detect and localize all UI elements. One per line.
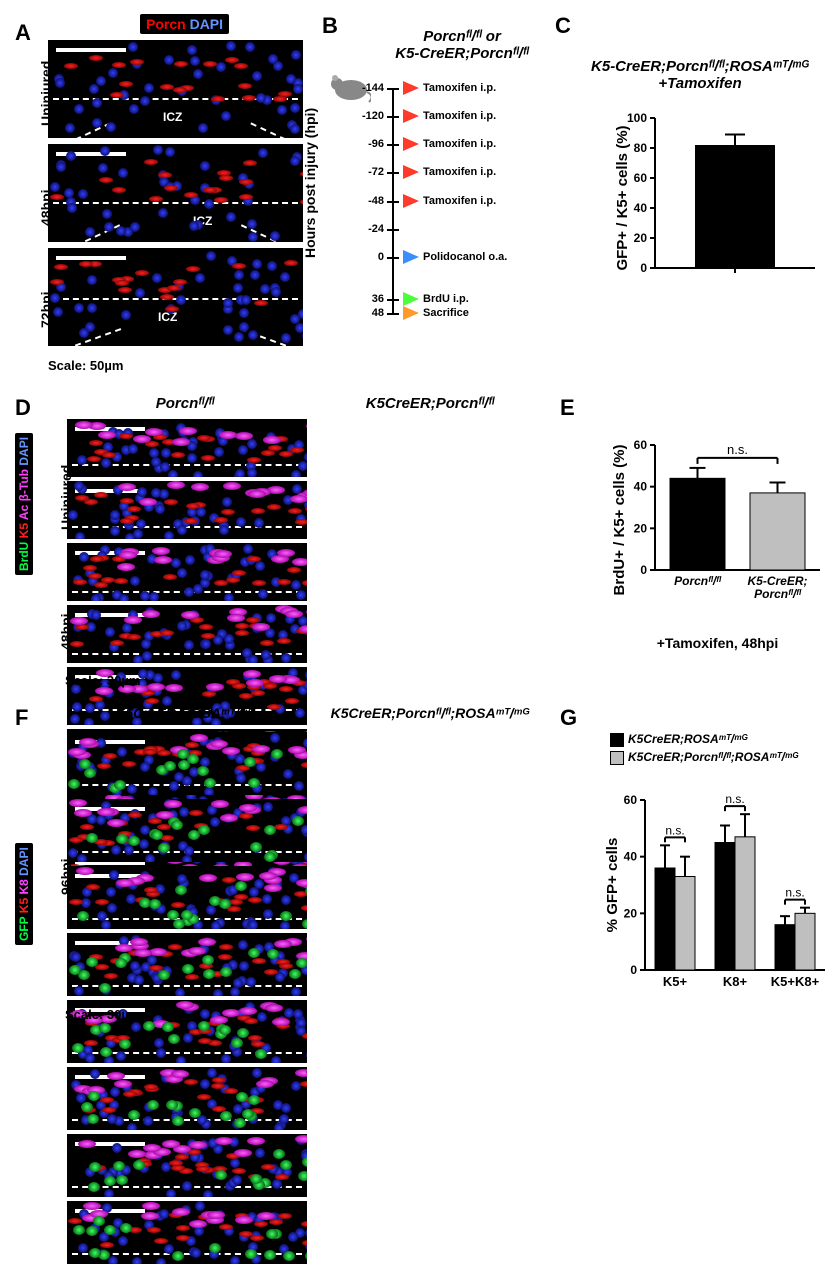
- micrograph-a3: ICZ: [48, 248, 303, 346]
- f-img-7: [67, 1134, 307, 1197]
- panel-b-axis-label: Hours post injury (hpi): [302, 108, 318, 258]
- svg-text:K8+: K8+: [723, 974, 748, 989]
- panel-f: F K5CreER;ROSAᵐᵀ/ᵐᴳ K5CreER;Porcnᶠˡ/ᶠˡ;R…: [10, 705, 545, 1035]
- gfp-label: GFP: [17, 917, 31, 941]
- timeline: -144Tamoxifen i.p.-120Tamoxifen i.p.-96T…: [377, 78, 527, 318]
- f-img-4: [67, 933, 307, 996]
- svg-text:GFP+ / K5+ cells (%): GFP+ / K5+ cells (%): [615, 125, 631, 270]
- d-col2: K5CreER;Porcnᶠˡ/ᶠˡ: [310, 395, 550, 412]
- svg-text:n.s.: n.s.: [665, 823, 684, 837]
- actub-label: Ac β-Tub: [17, 469, 31, 520]
- svg-text:0: 0: [630, 963, 637, 977]
- f-marker-badge: GFP K5 K8 DAPI: [15, 843, 33, 945]
- svg-text:n.s.: n.s.: [785, 886, 804, 900]
- scalebar: [56, 256, 126, 260]
- svg-text:20: 20: [624, 906, 638, 920]
- panel-b-label: B: [322, 13, 338, 39]
- svg-text:Porcnᶠˡ/ᶠˡ: Porcnᶠˡ/ᶠˡ: [754, 587, 802, 601]
- f-img-3: [67, 866, 307, 929]
- panel-g-label: G: [560, 705, 577, 731]
- panel-b-title-2: K5-CreER;Porcnᶠˡ/ᶠˡ: [395, 45, 528, 62]
- panel-c-chart: 0 20 40 60 80 100GFP+ / K5+ cells (%): [615, 108, 825, 288]
- panel-e-sub: +Tamoxifen, 48hpi: [610, 635, 825, 651]
- svg-text:60: 60: [634, 171, 648, 185]
- svg-text:0: 0: [640, 261, 647, 275]
- panel-b: B Porcnᶠˡ/ᶠˡ or K5-CreER;Porcnᶠˡ/ᶠˡ Hour…: [322, 8, 537, 318]
- panel-d-label: D: [15, 395, 31, 421]
- panel-e: E 0204060Porcnᶠˡ/ᶠˡK5-CreER;Porcnᶠˡ/ᶠˡn.…: [560, 395, 835, 685]
- svg-text:n.s.: n.s.: [727, 442, 748, 457]
- micrograph-a1: ICZ: [48, 40, 303, 138]
- svg-text:40: 40: [624, 850, 638, 864]
- k5-label: K5: [17, 898, 31, 913]
- d-img-1: [67, 419, 307, 477]
- dapi-label: DAPI: [17, 437, 31, 466]
- f-img-1: [67, 732, 307, 795]
- panel-c-title: K5-CreER;Porcnᶠˡ/ᶠˡ;ROSAᵐᵀ/ᵐᴳ +Tamoxifen: [575, 58, 825, 92]
- panel-g-legend: K5CreER;ROSAᵐᵀ/ᵐᴳK5CreER;Porcnᶠˡ/ᶠˡ;ROSA…: [610, 730, 798, 766]
- f-col1: K5CreER;ROSAᵐᵀ/ᵐᴳ: [65, 705, 305, 721]
- icz-label: ICZ: [163, 110, 182, 124]
- f-scale-text: Scale: 30µm: [65, 1007, 140, 1022]
- d-img-3: [67, 543, 307, 601]
- panel-a-scale-text: Scale: 50µm: [48, 358, 123, 373]
- panel-e-label: E: [560, 395, 575, 421]
- d-img-4: [67, 605, 307, 663]
- porcn-label: Porcn: [146, 16, 186, 32]
- dapi-label: DAPI: [190, 16, 223, 32]
- dapi-label: DAPI: [17, 847, 31, 876]
- panel-a-marker-badge: Porcn DAPI: [140, 14, 229, 34]
- scalebar: [56, 48, 126, 52]
- panel-f-label: F: [15, 705, 28, 731]
- d-marker-badge: BrdU K5 Ac β-Tub DAPI: [15, 433, 33, 575]
- svg-text:20: 20: [634, 231, 648, 245]
- f-img-2: [67, 799, 307, 862]
- svg-text:K5+: K5+: [663, 974, 688, 989]
- f-micrograph-grid: [65, 730, 545, 1266]
- f-img-8: [67, 1201, 307, 1264]
- svg-text:20: 20: [634, 521, 648, 535]
- svg-text:100: 100: [627, 111, 647, 125]
- svg-text:Porcnᶠˡ/ᶠˡ: Porcnᶠˡ/ᶠˡ: [674, 574, 722, 588]
- svg-text:K5-CreER;: K5-CreER;: [747, 574, 807, 588]
- micrograph-a2: ICZ: [48, 144, 303, 242]
- f-col2: K5CreER;Porcnᶠˡ/ᶠˡ;ROSAᵐᵀ/ᵐᴳ: [310, 705, 550, 721]
- svg-text:60: 60: [624, 793, 638, 807]
- f-img-6: [67, 1067, 307, 1130]
- brdu-label: BrdU: [17, 542, 31, 571]
- panel-d: D Porcnᶠˡ/ᶠˡ K5CreER;Porcnᶠˡ/ᶠˡ Uninjure…: [10, 395, 545, 690]
- svg-text:80: 80: [634, 141, 648, 155]
- panel-b-title: Porcnᶠˡ/ᶠˡ or K5-CreER;Porcnᶠˡ/ᶠˡ: [382, 28, 542, 62]
- svg-text:n.s.: n.s.: [725, 792, 744, 806]
- svg-text:60: 60: [634, 438, 648, 452]
- panel-e-chart: 0204060Porcnᶠˡ/ᶠˡK5-CreER;Porcnᶠˡ/ᶠˡn.s.…: [610, 425, 825, 615]
- panel-c: C K5-CreER;Porcnᶠˡ/ᶠˡ;ROSAᵐᵀ/ᵐᴳ +Tamoxif…: [555, 8, 830, 328]
- svg-text:K5+K8+: K5+K8+: [771, 974, 820, 989]
- svg-text:0: 0: [640, 563, 647, 577]
- panel-c-label: C: [555, 13, 571, 39]
- svg-text:BrdU+ / K5+ cells (%): BrdU+ / K5+ cells (%): [611, 445, 628, 596]
- svg-text:40: 40: [634, 480, 648, 494]
- svg-text:% GFP+ cells: % GFP+ cells: [605, 838, 621, 933]
- panel-g-chart: 0 20 40 60 n.s. K5+ n.s. K8+ n.s. K5+K8+ % GFP+ ce…: [605, 775, 830, 995]
- panel-b-title-1: Porcnᶠˡ/ᶠˡ or: [423, 28, 501, 45]
- k5-label: K5: [17, 523, 31, 538]
- d-img-2: [67, 481, 307, 539]
- svg-text:40: 40: [634, 201, 648, 215]
- d-col1: Porcnᶠˡ/ᶠˡ: [65, 395, 305, 412]
- k8-label: K8: [17, 879, 31, 894]
- d-scale-text: Scale: 30µm: [65, 673, 140, 688]
- panel-g: G K5CreER;ROSAᵐᵀ/ᵐᴳK5CreER;Porcnᶠˡ/ᶠˡ;RO…: [560, 705, 835, 1035]
